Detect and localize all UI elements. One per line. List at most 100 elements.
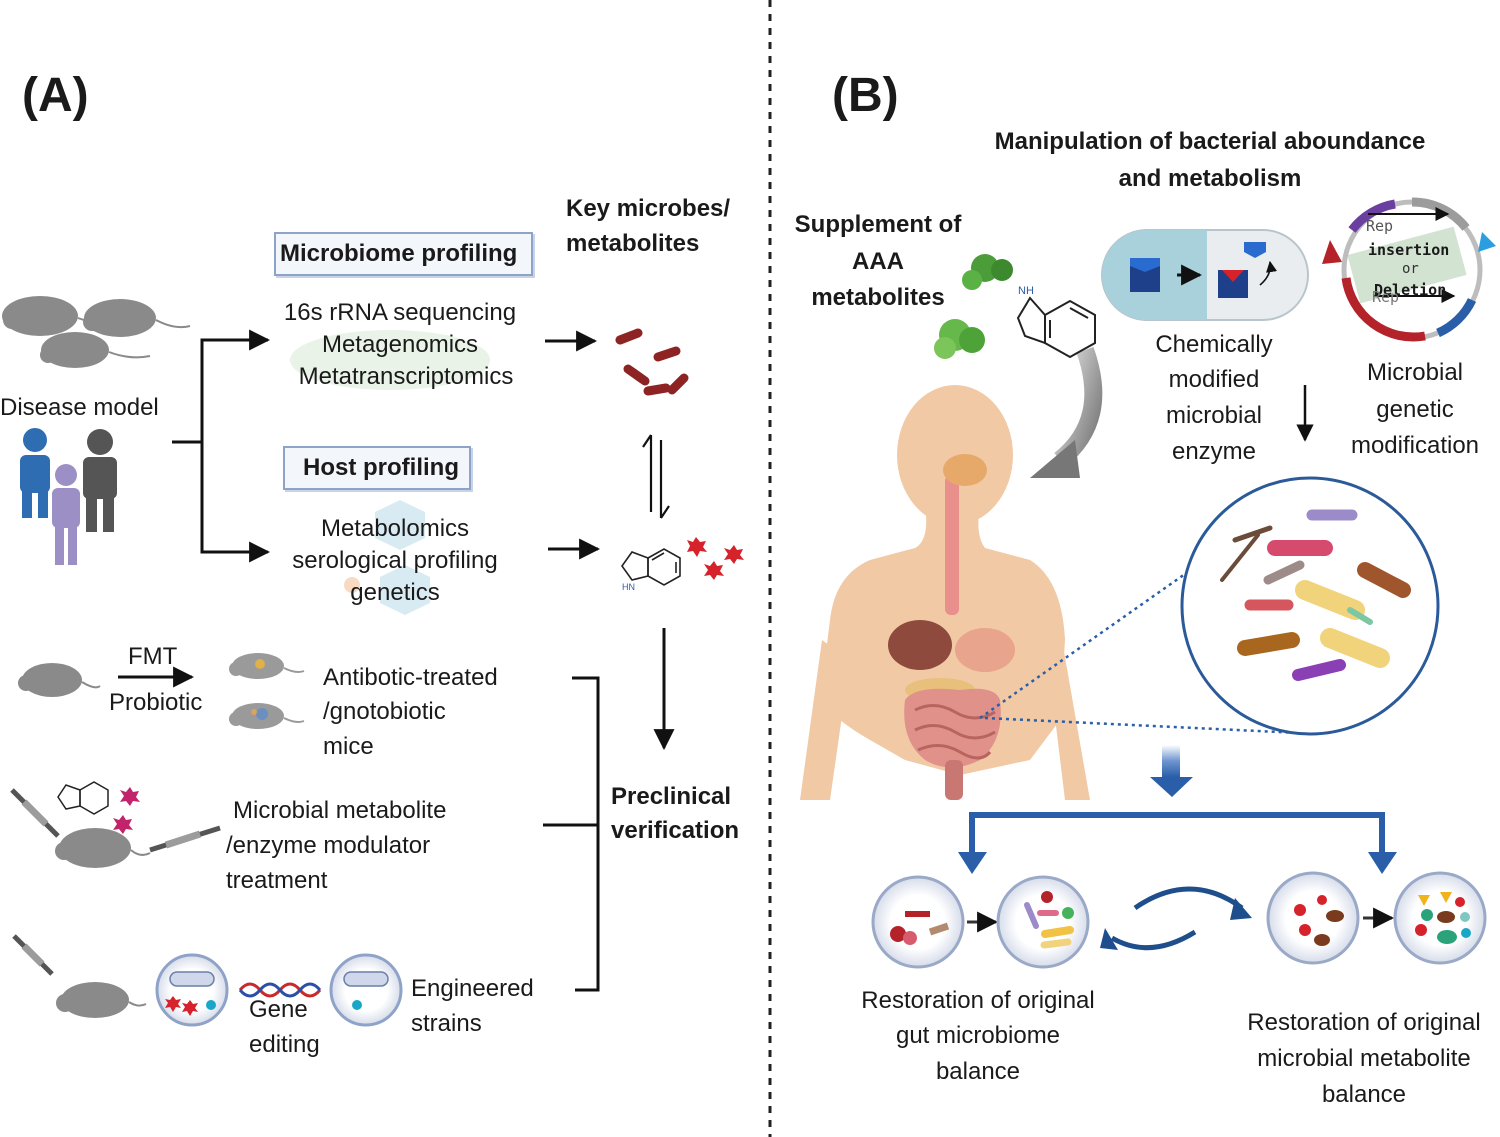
enzyme-label-line2: modified (1168, 366, 1260, 393)
gene-editing-line1: Gene (249, 996, 308, 1023)
restoration-microbiome-line2: gut microbiome (895, 1022, 1061, 1049)
supplement-line3: metabolites (811, 284, 945, 311)
svg-text:HN: HN (622, 582, 635, 592)
arrow-to-microbiome (172, 329, 271, 444)
modulator-label-line3: treatment (226, 867, 328, 894)
host-backdrop (344, 500, 430, 615)
bacteria-icon (1220, 509, 1411, 681)
modulator-label-line1: Microbial metabolite (233, 797, 447, 824)
plasmid-rep-top: Rep (1366, 217, 1394, 235)
fmt-label: FMT (128, 643, 178, 670)
syringe-icon (149, 825, 221, 853)
supplement-line1: Supplement of (794, 211, 962, 238)
mouse-icon (55, 828, 151, 868)
preclinical-line2: verification (611, 817, 740, 844)
host-profiling-title: Host profiling (303, 454, 459, 481)
people-icon (20, 428, 117, 565)
gut-microbiome-circle (1180, 476, 1440, 736)
plasmid-or: or (1402, 261, 1419, 277)
key-title-line1: Key microbes/ (566, 195, 731, 222)
dysbiosis-circle (871, 875, 965, 969)
restoration-microbiome-line3: balance (935, 1058, 1021, 1085)
key-title-line2: metabolites (566, 230, 700, 257)
restoration-microbiome-line1: Restoration of original (861, 987, 1095, 1014)
zoom-line-top (979, 546, 1223, 720)
microbiome-profiling-title: Microbiome profiling (280, 240, 518, 267)
swirl-arrow-right (1133, 886, 1244, 911)
supplement-line2: AAA (852, 248, 904, 275)
gene-editing-line2: editing (249, 1031, 320, 1058)
enzyme-label-line1: Chemically (1155, 331, 1273, 358)
bacteria-icon (890, 911, 950, 945)
genetic-label-line2: genetic (1376, 396, 1454, 423)
method-genetics: genetics (350, 579, 440, 606)
syringe-icon (12, 934, 54, 976)
plasmid-deletion: Deletion (1374, 281, 1447, 299)
capsule-icon (1101, 229, 1309, 321)
modulator-label-line2: /enzyme modulator (226, 832, 431, 859)
restoration-metabolite-line1: Restoration of original (1247, 1009, 1481, 1036)
bacteria-circle-icon (329, 953, 403, 1027)
engineered-line2: strains (411, 1010, 482, 1037)
panel-a-letter: (A) (22, 69, 89, 122)
metabolite-star-icon (165, 996, 198, 1016)
microbiome-profiling-box: Microbiome profiling (274, 232, 533, 276)
mouse-icon (18, 663, 101, 697)
bracket (572, 676, 600, 992)
mice-label-line3: mice (323, 733, 374, 760)
metabolite-star-icon (113, 787, 140, 834)
healthy-microbiome-circle (996, 875, 1090, 969)
mouse-icon (83, 299, 191, 337)
method-metatranscriptomics: Metatranscriptomics (298, 363, 514, 390)
preclinical-line1: Preclinical (611, 783, 732, 810)
blue-down-arrow (1162, 745, 1180, 777)
plasmid-icon (1322, 197, 1496, 342)
metabolite-star-icon (687, 537, 744, 580)
arrow-to-host (200, 442, 271, 563)
gray-curved-arrow (1054, 346, 1103, 468)
indole-molecule-icon (57, 781, 109, 815)
equilibrium-up-icon (642, 434, 653, 512)
method-serological: serological profiling (292, 547, 498, 574)
gray-arrowhead (1030, 440, 1080, 478)
indole-molecule-icon (1016, 296, 1096, 359)
metabolite-dots (1294, 895, 1344, 946)
mouse-icon (56, 982, 147, 1018)
microbiome-backdrop (290, 330, 490, 390)
engineered-line1: Engineered (411, 975, 534, 1002)
digestive-system-icon (888, 454, 1015, 800)
bacteria-circle-icon (155, 953, 229, 1027)
bacteria-icon (1024, 891, 1074, 949)
genetic-label-line1: Microbial (1366, 359, 1464, 386)
metabolite-dots (1415, 892, 1471, 944)
svg-text:NH: NH (1018, 285, 1034, 297)
blue-branch (969, 812, 1385, 858)
plasmid-rep-bottom: Rep (1372, 288, 1400, 306)
method-16s: 16s rRNA sequencing (283, 299, 517, 326)
panel-b-letter: (B) (832, 69, 899, 122)
dysbiotic-metabolite-circle (1266, 871, 1360, 965)
enzyme-label-line3: microbial (1165, 402, 1263, 429)
mouse-icon (229, 653, 305, 679)
plasmid-insertion: insertion (1368, 241, 1450, 259)
swirl-arrow-left (1110, 929, 1197, 951)
restoration-metabolite-line2: microbial metabolite (1257, 1045, 1471, 1072)
mice-label-line1: Antibotic-treated (323, 664, 498, 691)
host-profiling-box: Host profiling (283, 446, 471, 490)
bacteria-icon (615, 328, 689, 396)
mice-label-line2: /gnotobiotic (323, 698, 446, 725)
restoration-metabolite-line3: balance (1321, 1081, 1407, 1108)
enzyme-label-line4: enzyme (1171, 438, 1257, 465)
manipulation-title-line1: Manipulation of bacterial aboundance (994, 128, 1426, 155)
vegetable-icon (934, 254, 1013, 359)
indole-molecule-icon (621, 548, 681, 586)
disease-model-label: Disease model (0, 394, 159, 421)
dna-icon (238, 982, 322, 998)
method-metabolomics: Metabolomics (320, 515, 470, 542)
manipulation-title-line2: and metabolism (1118, 165, 1302, 192)
probiotic-label: Probiotic (109, 689, 203, 716)
syringe-icon (10, 788, 60, 838)
genetic-label-line3: modification (1350, 432, 1480, 459)
